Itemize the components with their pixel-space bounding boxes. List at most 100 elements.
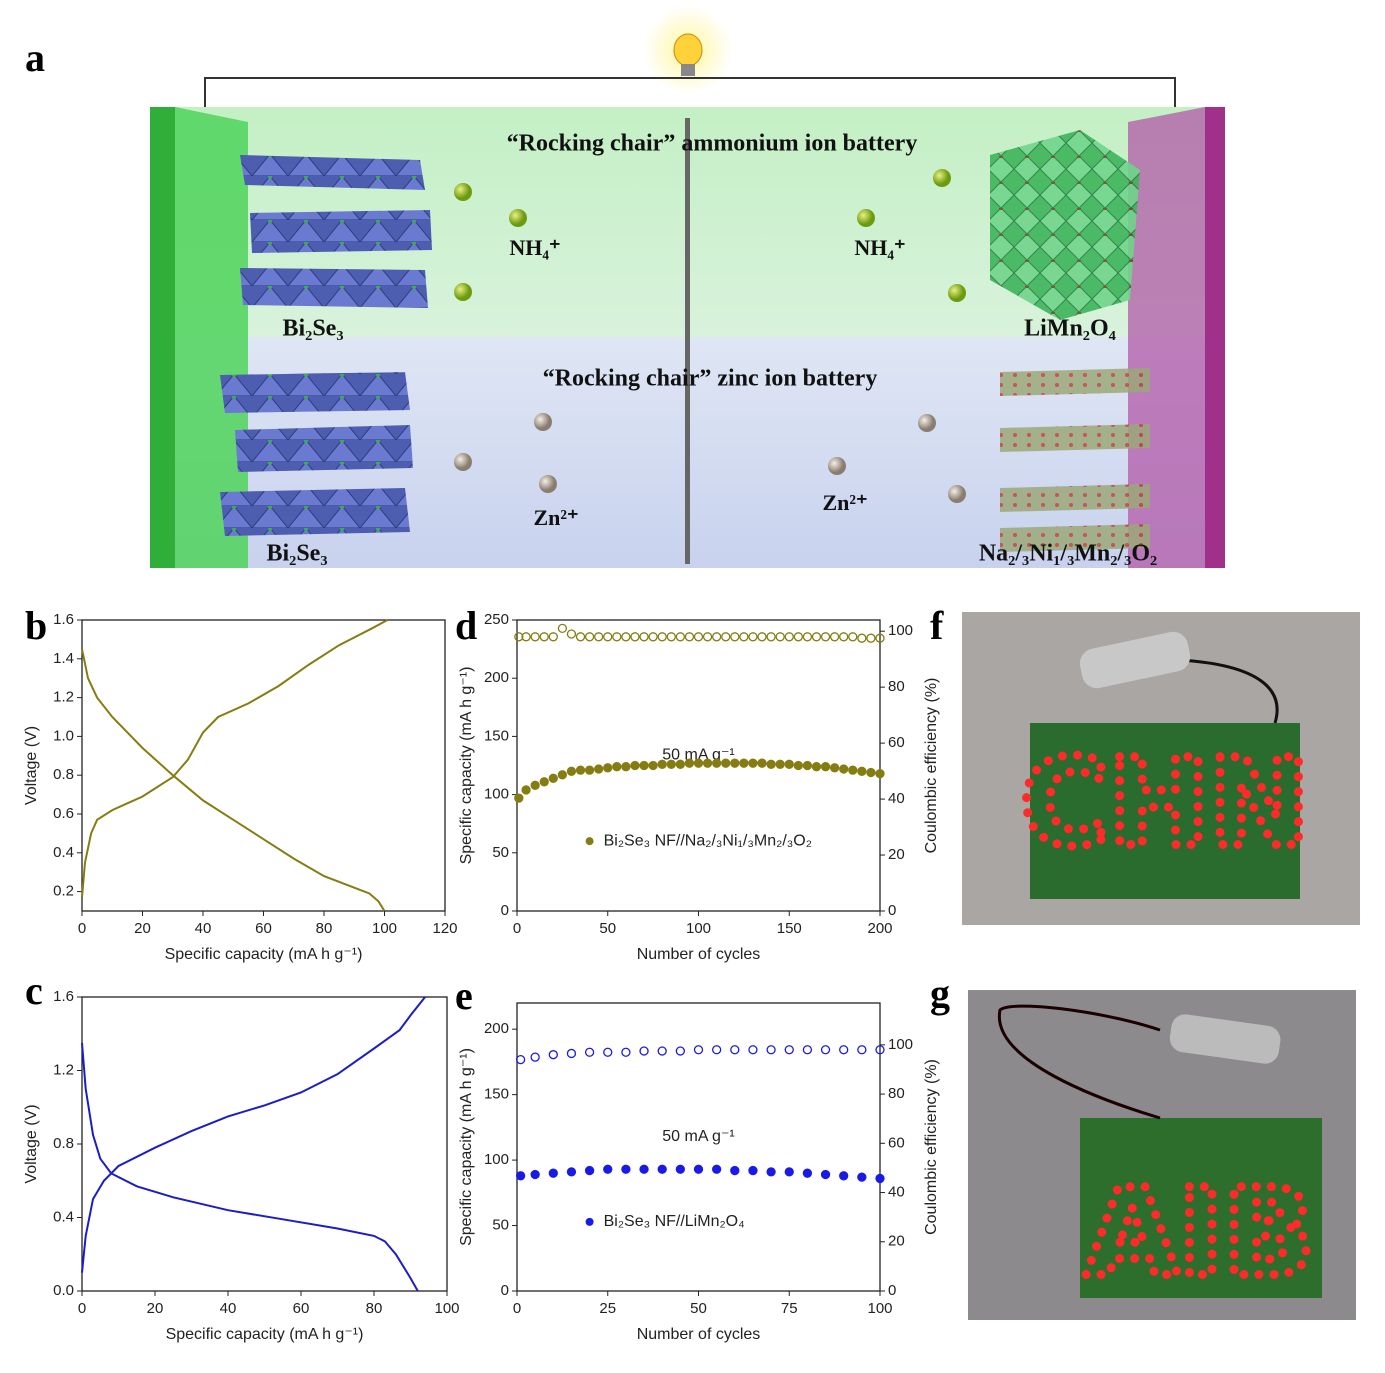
curve <box>81 1042 419 1292</box>
y2-tick-label: 40 <box>888 790 905 807</box>
point <box>566 1048 577 1059</box>
curve <box>81 648 386 912</box>
annotation: 50 mA g⁻¹ <box>662 1128 734 1145</box>
point <box>802 760 813 771</box>
x-tick-label: 200 <box>867 920 892 937</box>
point <box>575 765 586 775</box>
point <box>612 762 622 772</box>
point <box>875 768 885 779</box>
point <box>820 1169 831 1180</box>
electrode-label: Bi₂Se₃ <box>266 541 327 567</box>
panel-label: f <box>930 603 944 648</box>
x-tick-label: 60 <box>255 920 272 937</box>
point <box>721 632 731 642</box>
x-axis-label: Specific capacity (mA h g⁻¹) <box>165 946 363 963</box>
point <box>666 632 676 642</box>
y-tick-label: 0.8 <box>53 1135 74 1152</box>
y2-tick-label: 20 <box>888 1233 905 1250</box>
y2-tick-label: 60 <box>888 1134 905 1151</box>
x-tick-label: 100 <box>372 920 397 937</box>
point <box>775 632 785 642</box>
point <box>693 632 704 642</box>
point <box>820 632 831 642</box>
point <box>721 758 731 768</box>
y-tick-label: 0.2 <box>53 883 74 900</box>
point <box>657 1046 667 1056</box>
point <box>557 623 568 634</box>
y-tick-label: 1.2 <box>53 689 74 706</box>
legend-label: Bi₂Se₃ NF//LiMn₂O₄ <box>604 1213 745 1230</box>
point <box>648 632 658 642</box>
point <box>530 1052 540 1062</box>
point <box>675 759 685 769</box>
x-tick-label: 0 <box>513 920 521 937</box>
point <box>530 780 540 790</box>
point <box>866 767 876 778</box>
point <box>675 1046 685 1056</box>
point <box>657 632 667 642</box>
point <box>712 1045 722 1055</box>
point <box>566 1167 577 1177</box>
point <box>515 1171 526 1181</box>
panel-label: g <box>930 971 950 1016</box>
point <box>548 773 558 783</box>
electrode-label: Na₂/₃Ni₁/₃Mn₂/₃O₂ <box>979 541 1157 567</box>
y-axis-label: Voltage (V) <box>23 1104 40 1183</box>
led-text: AIB <box>1086 1165 1315 1304</box>
legend-marker <box>585 1217 594 1226</box>
point <box>775 759 785 769</box>
point <box>748 632 758 642</box>
x-tick-label: 50 <box>599 920 616 937</box>
electrode-label: Bi₂Se₃ <box>282 316 343 342</box>
x-axis-label: Number of cycles <box>637 1326 761 1343</box>
point <box>639 1046 649 1056</box>
point <box>675 632 685 642</box>
point <box>630 632 640 642</box>
point <box>603 763 613 773</box>
cathode-plate <box>1128 107 1205 568</box>
y-tick-label: 1.0 <box>53 727 74 744</box>
point <box>839 1045 849 1055</box>
y-tick-label: 50 <box>492 844 509 861</box>
point <box>639 1164 649 1174</box>
point <box>539 777 549 787</box>
point <box>857 1172 867 1182</box>
point <box>514 632 524 642</box>
point <box>748 1045 758 1055</box>
point <box>712 632 722 642</box>
curve <box>81 619 388 898</box>
point <box>639 760 649 771</box>
points <box>515 1045 885 1184</box>
x-tick-label: 100 <box>867 1300 892 1317</box>
y-tick-label: 1.2 <box>53 1061 74 1078</box>
point <box>712 1164 722 1174</box>
point <box>521 785 531 795</box>
x-tick-label: 20 <box>134 920 151 937</box>
photo-f: CHN <box>962 612 1360 925</box>
panel-label: b <box>25 603 47 648</box>
point <box>748 758 758 768</box>
y2-axis-label: Coulombic efficiency (%) <box>923 1059 940 1235</box>
point <box>857 1045 867 1055</box>
ion-label: Zn²⁺ <box>533 505 578 530</box>
point <box>820 762 831 772</box>
point <box>730 1165 740 1176</box>
point <box>875 633 885 643</box>
x-tick-label: 150 <box>777 920 802 937</box>
x-tick-label: 25 <box>599 1300 616 1317</box>
y-tick-label: 0.4 <box>53 1208 74 1225</box>
point <box>630 760 640 771</box>
x-tick-label: 80 <box>366 1300 383 1317</box>
point <box>748 1165 758 1176</box>
panel-label: d <box>455 603 477 648</box>
point <box>666 759 676 769</box>
ion-label: NH₄⁺ <box>509 235 560 260</box>
point <box>621 1047 631 1057</box>
wire <box>204 77 1176 125</box>
legend-marker <box>585 837 594 846</box>
point <box>766 1045 776 1055</box>
separator <box>685 118 690 564</box>
point <box>675 1164 685 1174</box>
point <box>557 770 568 780</box>
point <box>811 762 822 772</box>
